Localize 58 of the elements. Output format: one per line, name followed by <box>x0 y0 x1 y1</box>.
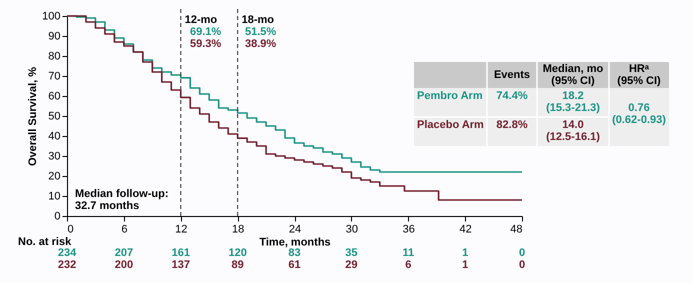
text: 0.76 (0.62-0.93) <box>612 102 666 126</box>
text: Median, mo (95% CI) <box>542 63 604 87</box>
text: Placebo Arm <box>417 119 484 131</box>
x-tick-label: 24 <box>288 224 302 236</box>
y-tick-label: 60 <box>48 90 60 102</box>
annotation: Median follow-up: 32.7 months <box>75 188 168 212</box>
y-tick-label: 0 <box>54 210 60 222</box>
text: 29 <box>345 259 358 271</box>
text: 207 <box>114 247 134 259</box>
annotation: 69.1% <box>190 26 222 38</box>
y-tick-label: 40 <box>48 130 60 142</box>
text: No. at risk <box>18 236 72 248</box>
ref-line-label: 12-mo <box>184 14 218 26</box>
text: 83 <box>288 247 301 259</box>
text: HRᵃ (95% CI) <box>617 63 662 87</box>
text: 0 <box>518 247 526 259</box>
x-tick-label: 30 <box>346 224 358 236</box>
annotation: 38.9% <box>245 38 276 50</box>
x-tick-label: 0 <box>68 224 74 236</box>
text: 161 <box>172 247 190 259</box>
annotation: 82.8% <box>496 119 528 131</box>
text: 18.2 (15.3-21.3) <box>546 90 600 114</box>
y-tick-label: 50 <box>48 110 60 122</box>
y-tick-label: 100 <box>42 10 60 22</box>
y-tick-label: 80 <box>48 50 60 62</box>
text: 89 <box>232 259 244 271</box>
text: 1 <box>462 247 468 259</box>
text: 1 <box>462 259 468 271</box>
text: 137 <box>172 259 190 271</box>
text: 61 <box>288 259 301 271</box>
text: 120 <box>228 247 247 259</box>
text: 234 <box>58 247 78 259</box>
text: 14.0 (12.5-16.1) <box>546 119 600 143</box>
x-tick-label: 18 <box>232 224 244 236</box>
y-tick-label: 20 <box>48 170 60 182</box>
text: 35 <box>345 247 358 259</box>
x-tick-label: 6 <box>121 224 128 236</box>
text: 6 <box>405 259 412 271</box>
x-tick-label: 48 <box>510 224 522 236</box>
annotation: 74.4% <box>496 90 528 102</box>
text: 0 <box>518 259 526 271</box>
y-tick-label: 90 <box>48 30 60 42</box>
annotation: Events <box>494 69 530 81</box>
x-axis-title: Time, months <box>259 236 331 248</box>
x-tick-label: 42 <box>460 224 472 236</box>
x-tick-label: 36 <box>402 224 415 236</box>
text: 232 <box>58 259 76 271</box>
y-tick-label: 70 <box>48 70 60 82</box>
x-tick-label: 12 <box>175 224 188 236</box>
y-tick-label: 30 <box>48 150 60 162</box>
annotation: 51.5% <box>245 26 276 38</box>
text: Pembro Arm <box>417 90 483 102</box>
annotation: 59.3% <box>190 38 222 50</box>
text: 200 <box>114 259 134 271</box>
ref-line-label: 18-mo <box>242 14 274 26</box>
y-axis-title: Overall Survival, % <box>27 66 40 166</box>
y-tick-label: 10 <box>48 190 60 202</box>
text: 11 <box>402 247 414 259</box>
